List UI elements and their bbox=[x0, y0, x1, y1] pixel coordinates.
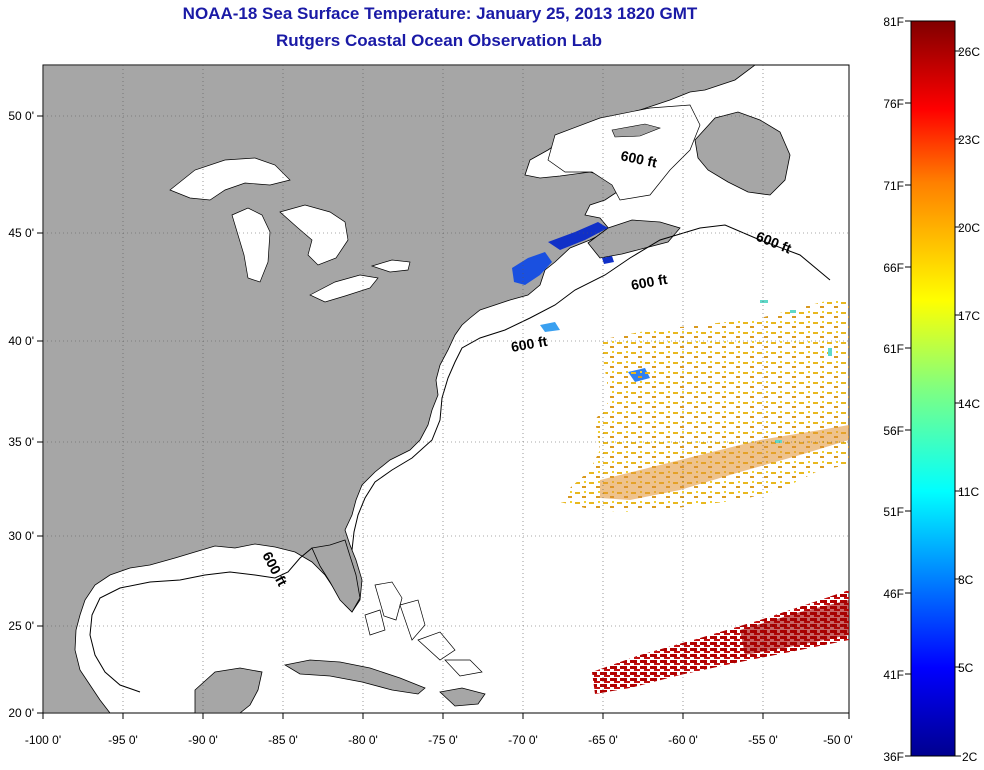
lon-label: -60 0' bbox=[668, 733, 698, 747]
map-subtitle: Rutgers Coastal Ocean Observation Lab bbox=[276, 31, 602, 50]
lake-huron bbox=[279, 204, 349, 266]
colorbar-f-label: 41F bbox=[883, 668, 904, 682]
lon-label: -100 0' bbox=[25, 733, 61, 747]
lat-label: 20 0' bbox=[8, 706, 34, 720]
sst-orange-band bbox=[600, 425, 849, 500]
colorbar-c-label: 11C bbox=[958, 485, 979, 499]
colorbar bbox=[910, 20, 956, 757]
lake-michigan bbox=[231, 207, 271, 283]
lake-erie bbox=[309, 274, 379, 303]
lat-label: 35 0' bbox=[8, 435, 34, 449]
lon-label: -55 0' bbox=[748, 733, 778, 747]
lon-label: -95 0' bbox=[108, 733, 138, 747]
colorbar-c-label: 17C bbox=[958, 309, 980, 323]
map-title: NOAA-18 Sea Surface Temperature: January… bbox=[182, 4, 698, 23]
colorbar-f-label: 76F bbox=[883, 97, 904, 111]
sst-teal-specks bbox=[760, 300, 832, 443]
colorbar-f-label: 36F bbox=[883, 750, 904, 764]
lat-label: 25 0' bbox=[8, 619, 34, 633]
lon-label: -85 0' bbox=[268, 733, 298, 747]
colorbar-c-label: 14C bbox=[958, 397, 980, 411]
lat-label: 40 0' bbox=[8, 334, 34, 348]
lon-label: -80 0' bbox=[348, 733, 378, 747]
anticosti-island bbox=[611, 123, 661, 138]
sst-hot-swath-core bbox=[740, 600, 849, 655]
contour-label-georges-bank: 600 ft bbox=[630, 271, 669, 293]
newfoundland-land bbox=[694, 111, 791, 196]
lat-label: 45 0' bbox=[8, 226, 34, 240]
colorbar-c-label: 2C bbox=[962, 750, 978, 764]
lat-label: 30 0' bbox=[8, 529, 34, 543]
colorbar-ticks bbox=[905, 20, 961, 757]
graticule bbox=[43, 65, 849, 713]
colorbar-f-label: 51F bbox=[883, 505, 904, 519]
contour-label-gulf-st-lawrence: 600 ft bbox=[619, 147, 658, 170]
lat-label: 50 0' bbox=[8, 109, 34, 123]
colorbar-c-label: 20C bbox=[958, 221, 980, 235]
lake-ontario bbox=[370, 259, 411, 273]
lake-superior bbox=[169, 157, 291, 201]
axis-ticks bbox=[37, 115, 850, 719]
lon-label: -50 0' bbox=[823, 733, 853, 747]
gulf-isobath-contour bbox=[89, 547, 313, 693]
colorbar-f-label: 81F bbox=[883, 15, 904, 29]
lon-label: -90 0' bbox=[188, 733, 218, 747]
sst-hot-swath bbox=[592, 590, 849, 694]
yucatan-land bbox=[194, 667, 263, 713]
isobath-contour bbox=[351, 224, 831, 551]
colorbar-f-label: 46F bbox=[883, 587, 904, 601]
north-america-land bbox=[43, 65, 756, 713]
colorbar-c-label: 8C bbox=[958, 573, 974, 587]
colorbar-c-label: 23C bbox=[958, 133, 980, 147]
lon-label: -70 0' bbox=[508, 733, 538, 747]
colorbar-f-label: 71F bbox=[883, 179, 904, 193]
nova-scotia-land bbox=[587, 219, 681, 259]
florida-peninsula bbox=[311, 539, 361, 613]
colorbar-f-label: 61F bbox=[883, 342, 904, 356]
lon-label: -75 0' bbox=[428, 733, 458, 747]
colorbar-c-label: 5C bbox=[958, 661, 974, 675]
colorbar-f-label: 66F bbox=[883, 261, 904, 275]
contour-label-mid-atlantic: 600 ft bbox=[510, 333, 549, 355]
gulf-st-lawrence bbox=[547, 104, 701, 201]
bahamas-islands bbox=[364, 581, 483, 677]
lon-label: -65 0' bbox=[588, 733, 618, 747]
hispaniola-land bbox=[439, 687, 486, 707]
colorbar-f-label: 56F bbox=[883, 424, 904, 438]
colorbar-c-label: 26C bbox=[958, 45, 980, 59]
cuba-land bbox=[283, 659, 426, 695]
